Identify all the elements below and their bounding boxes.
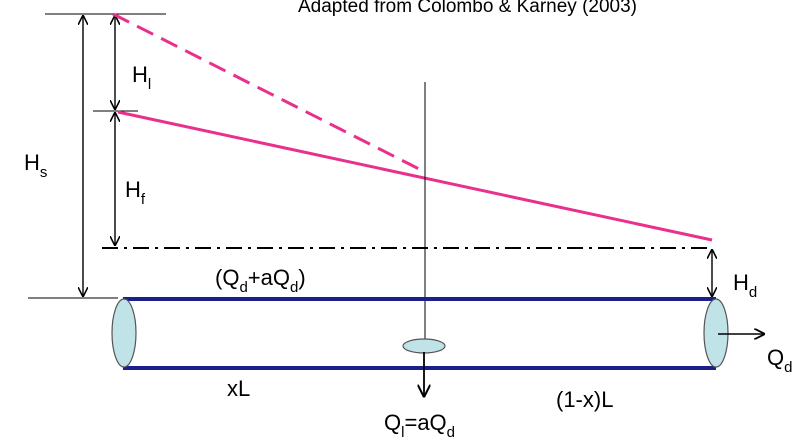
outflow-label: Qd: [767, 345, 792, 376]
pipe-right-end: [703, 298, 729, 368]
leak-orifice: [402, 338, 446, 354]
downstream-length-label: (1-x)L: [556, 387, 613, 412]
hs-label: Hs: [24, 150, 47, 181]
hd-label: Hd: [733, 270, 757, 301]
hf-label: Hf: [125, 177, 146, 208]
upstream-flow-label: (Qd+aQd): [215, 265, 306, 296]
hgl-with-leak: [117, 110, 713, 242]
hl-label: Hl: [132, 62, 151, 93]
hgl-no-leak-dashed: [112, 12, 426, 174]
leak-flow-label: Ql=aQd: [384, 410, 455, 441]
caption: Adapted from Colombo & Karney (2003): [298, 0, 637, 17]
upstream-length-label: xL: [227, 376, 250, 401]
pipe-left-end: [111, 298, 137, 368]
